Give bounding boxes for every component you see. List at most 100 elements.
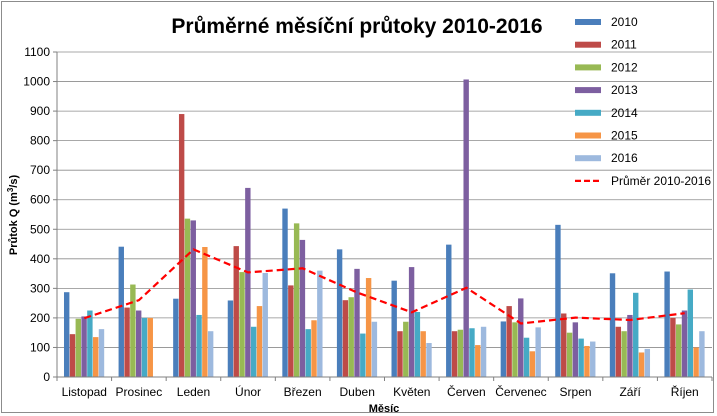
bar xyxy=(463,79,469,378)
bar xyxy=(262,273,268,377)
bar xyxy=(561,313,567,377)
bar xyxy=(336,249,343,377)
x-axis-title: Měsíc xyxy=(369,403,400,415)
x-tick-labels: Listopad Prosinec Leden Únor Březen Duben Květ… xyxy=(56,377,713,399)
x-tick-label: Září xyxy=(619,385,641,399)
legend-label: 2015 xyxy=(611,129,638,143)
legend-label: Průměr 2010-2016 xyxy=(611,174,711,188)
bar xyxy=(670,317,676,377)
bar xyxy=(299,239,306,377)
bar xyxy=(609,273,616,377)
legend-swatch xyxy=(575,155,601,162)
bar xyxy=(676,324,682,377)
bar xyxy=(681,310,688,377)
bar xyxy=(480,326,487,377)
y-tick-label: 700 xyxy=(30,163,50,177)
bar xyxy=(555,224,561,377)
y-axis-title-tail: /s) xyxy=(8,175,20,188)
bar xyxy=(469,328,475,377)
legend-label: 2011 xyxy=(611,38,637,52)
bar xyxy=(627,314,633,377)
bar xyxy=(245,187,251,377)
bar xyxy=(207,331,214,377)
bar xyxy=(233,246,239,377)
bar xyxy=(518,298,524,377)
y-tick-label: 1100 xyxy=(24,45,50,59)
y-axis-title-sup: 3 xyxy=(6,187,15,192)
legend-label: 2014 xyxy=(611,106,638,120)
bar xyxy=(98,329,105,377)
bar xyxy=(147,317,153,377)
bar xyxy=(572,322,579,377)
y-tick-label: 400 xyxy=(30,252,50,266)
bar xyxy=(664,271,670,377)
legend-swatch xyxy=(575,87,601,94)
bar xyxy=(457,329,464,377)
bar xyxy=(92,337,99,377)
y-tick-label: 500 xyxy=(30,222,50,236)
y-tick-label: 800 xyxy=(30,134,50,148)
bar xyxy=(81,316,87,377)
bar xyxy=(512,322,518,377)
y-tick-label: 1000 xyxy=(23,75,50,89)
bar xyxy=(397,331,403,377)
bar xyxy=(173,298,179,377)
bar xyxy=(305,329,311,377)
y-tick-label: 200 xyxy=(30,311,50,325)
bar xyxy=(371,321,378,377)
bar xyxy=(446,244,452,377)
bar xyxy=(190,220,196,377)
bar xyxy=(141,317,148,377)
bar xyxy=(196,314,202,377)
bar xyxy=(135,310,142,377)
bar xyxy=(202,247,208,377)
bar xyxy=(293,223,300,377)
x-tick-label: Květen xyxy=(393,385,430,399)
bar xyxy=(403,321,409,377)
bar xyxy=(227,300,234,377)
x-tick-label: Červenec xyxy=(495,384,546,399)
y-tick-label: 0 xyxy=(43,370,50,384)
bar xyxy=(693,347,699,377)
bar xyxy=(391,280,397,377)
y-axis-title-main: Průtok Q (m xyxy=(8,192,20,255)
y-tick-label: 300 xyxy=(30,281,50,295)
legend-label: 2012 xyxy=(611,60,638,74)
bar xyxy=(63,292,70,377)
average-line-layer xyxy=(83,248,685,325)
bar xyxy=(348,297,354,377)
x-tick-label: Prosinec xyxy=(116,385,163,399)
legend-swatch xyxy=(575,64,601,71)
legend-label: 2010 xyxy=(611,15,638,29)
bar xyxy=(408,267,415,377)
bar xyxy=(615,326,622,377)
bar xyxy=(184,218,191,377)
bar xyxy=(500,321,507,377)
bar xyxy=(250,326,257,377)
legend-label: 2013 xyxy=(611,83,638,97)
y-axis-title: Průtok Q (m3/s) xyxy=(6,175,20,256)
bar xyxy=(529,351,536,377)
gridlines xyxy=(53,51,712,378)
bar xyxy=(506,306,512,377)
x-tick-label: Březen xyxy=(284,385,322,399)
bar xyxy=(584,345,590,377)
bar xyxy=(621,331,627,377)
legend: 2010 2011 2012 2013 2014 2015 2016 Průměr 2010-… xyxy=(575,15,711,188)
bar xyxy=(414,312,421,377)
bar xyxy=(523,337,530,377)
bar xyxy=(87,310,93,377)
bar xyxy=(426,343,432,377)
average-line xyxy=(83,248,685,325)
bar xyxy=(687,289,694,377)
chart-title: Průměrné měsíční průtoky 2010-2016 xyxy=(171,15,542,38)
y-tick-label: 600 xyxy=(30,193,50,207)
x-tick-label: Únor xyxy=(235,384,261,399)
bar xyxy=(644,348,651,377)
bar xyxy=(354,268,360,377)
x-tick-label: Červen xyxy=(447,384,486,399)
bar xyxy=(69,334,76,377)
bar xyxy=(75,318,81,377)
legend-swatch xyxy=(575,109,601,116)
